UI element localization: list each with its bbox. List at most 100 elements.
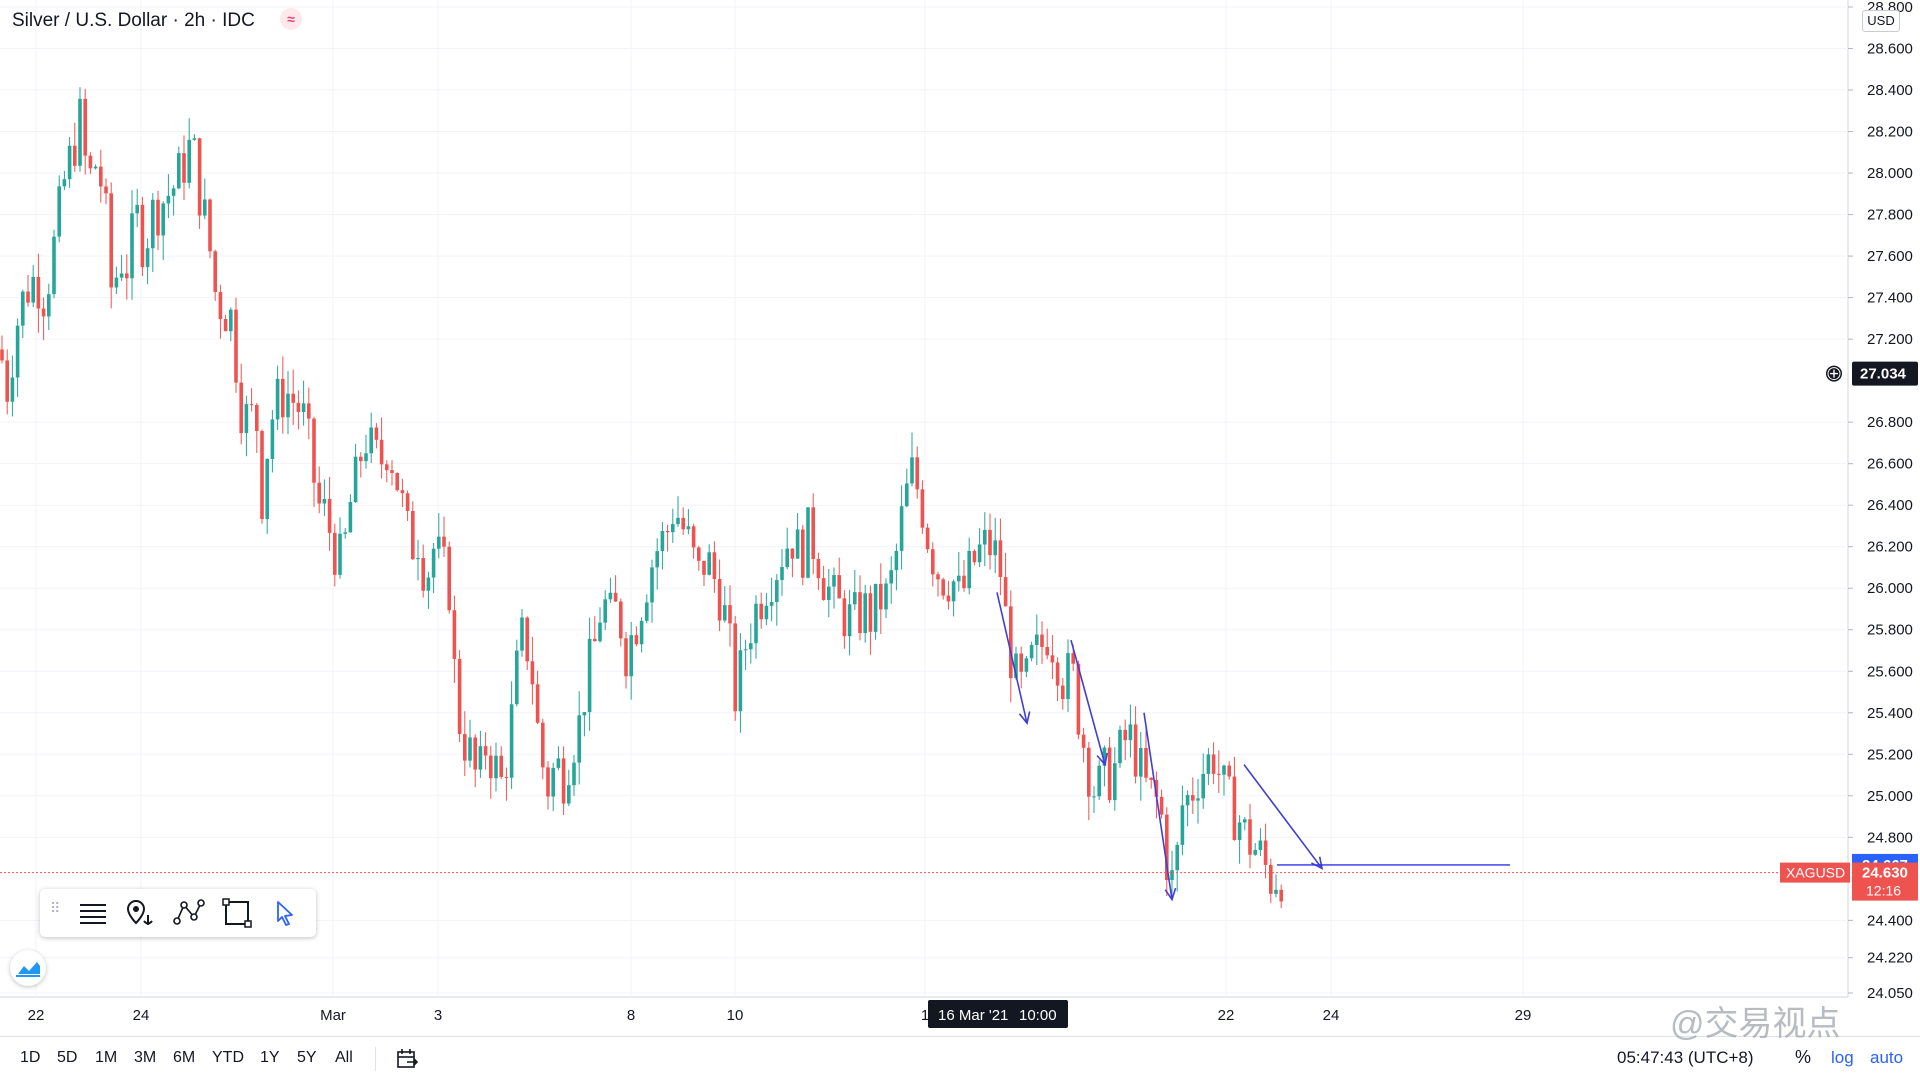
candle bbox=[437, 513, 441, 559]
cursor-icon[interactable] bbox=[268, 897, 302, 929]
go-to-date-icon[interactable] bbox=[395, 1047, 419, 1076]
candlestick-series bbox=[0, 87, 1283, 909]
candle bbox=[478, 730, 483, 778]
candle bbox=[541, 718, 545, 780]
crosshair-clock: 10:00 bbox=[1019, 1007, 1057, 1024]
price-axis[interactable]: 28.80028.60028.40028.20028.00027.80027.6… bbox=[1780, 0, 1918, 1002]
candle bbox=[1066, 639, 1070, 712]
range-1m-button[interactable]: 1M bbox=[95, 1049, 118, 1066]
tradingview-logo-icon[interactable] bbox=[10, 950, 46, 986]
market-status-icon[interactable]: ≈ bbox=[280, 8, 302, 30]
symbol-badge bbox=[1780, 862, 1850, 883]
candle bbox=[504, 767, 509, 801]
candle bbox=[1113, 747, 1117, 811]
candle bbox=[1211, 742, 1216, 785]
currency-button[interactable]: USD bbox=[1862, 10, 1900, 32]
time-axis[interactable]: 22 24 Mar 3 8 10 1 22 24 29 16 Mar '21 10:00 bbox=[28, 1000, 1532, 1028]
trend-arrow[interactable] bbox=[1143, 712, 1177, 902]
candle bbox=[125, 254, 129, 300]
trend-arrow[interactable] bbox=[1070, 639, 1108, 767]
candle bbox=[1196, 778, 1200, 824]
candle bbox=[639, 617, 644, 653]
candle bbox=[634, 626, 639, 647]
candle bbox=[47, 283, 51, 331]
candle bbox=[1040, 621, 1044, 664]
candle bbox=[161, 201, 165, 261]
candle bbox=[806, 506, 810, 579]
time-tick-label: 22 bbox=[28, 1007, 45, 1024]
candle bbox=[359, 452, 363, 478]
price-tick-label: 24.050 bbox=[1867, 985, 1913, 1002]
candle bbox=[520, 608, 524, 657]
candle bbox=[1217, 750, 1221, 793]
candle bbox=[327, 476, 332, 551]
price-tick-label: 28.600 bbox=[1867, 41, 1913, 58]
candle bbox=[322, 479, 327, 517]
candle bbox=[1139, 732, 1143, 801]
auto-scale-toggle[interactable]: auto bbox=[1870, 1048, 1904, 1067]
candle bbox=[15, 318, 20, 397]
candle bbox=[1123, 719, 1127, 761]
price-tick-label: 24.220 bbox=[1867, 950, 1913, 967]
time-tick-label: 10 bbox=[727, 1007, 744, 1024]
range-ytd-button[interactable]: YTD bbox=[212, 1049, 244, 1066]
candle bbox=[853, 569, 857, 611]
candle bbox=[348, 494, 353, 533]
timezone-clock[interactable]: 05:47:43 (UTC+8) bbox=[1617, 1048, 1754, 1067]
candle bbox=[790, 548, 795, 578]
candle bbox=[530, 636, 535, 705]
range-5y-button[interactable]: 5Y bbox=[297, 1049, 317, 1066]
candle bbox=[567, 769, 571, 807]
candle bbox=[379, 417, 384, 479]
candle bbox=[1097, 760, 1101, 800]
candle bbox=[899, 485, 904, 570]
candle bbox=[1128, 704, 1133, 758]
candle bbox=[905, 468, 909, 508]
time-tick-label: 3 bbox=[434, 1007, 442, 1024]
candle bbox=[83, 88, 87, 175]
candle bbox=[1248, 803, 1252, 869]
log-scale-toggle[interactable]: log bbox=[1831, 1048, 1854, 1067]
candle bbox=[234, 297, 238, 393]
candle bbox=[426, 571, 431, 609]
symbol-title[interactable]: Silver / U.S. Dollar · 2h · IDC bbox=[12, 10, 255, 31]
lines-icon[interactable] bbox=[76, 897, 110, 929]
candle bbox=[130, 190, 134, 300]
pin-anchor-icon[interactable] bbox=[124, 897, 158, 929]
candle bbox=[910, 432, 914, 487]
candle bbox=[1087, 742, 1091, 821]
price-tick-label: 26.400 bbox=[1867, 497, 1913, 514]
range-3m-button[interactable]: 3M bbox=[134, 1049, 157, 1066]
candle bbox=[920, 480, 925, 534]
candle bbox=[1107, 737, 1112, 803]
candle bbox=[145, 238, 150, 285]
candle bbox=[681, 507, 685, 535]
candle bbox=[473, 734, 477, 788]
range-all-button[interactable]: All bbox=[335, 1049, 353, 1066]
candle bbox=[551, 762, 555, 812]
range-5d-button[interactable]: 5D bbox=[57, 1049, 78, 1066]
pattern-icon[interactable] bbox=[172, 897, 206, 929]
range-1y-button[interactable]: 1Y bbox=[260, 1049, 280, 1066]
range-1d-button[interactable]: 1D bbox=[20, 1049, 41, 1066]
candle bbox=[26, 274, 30, 307]
candle bbox=[847, 589, 852, 656]
user-drawings[interactable] bbox=[996, 592, 1510, 902]
percent-scale-toggle[interactable]: % bbox=[1795, 1047, 1812, 1067]
candle bbox=[686, 509, 691, 535]
range-6m-button[interactable]: 6M bbox=[173, 1049, 196, 1066]
trend-arrow[interactable] bbox=[996, 592, 1031, 725]
price-tick-label: 28.200 bbox=[1867, 124, 1913, 141]
price-tick-label: 27.600 bbox=[1867, 248, 1913, 265]
candle bbox=[140, 196, 145, 277]
rectangle-icon[interactable] bbox=[220, 897, 254, 929]
price-tick-label: 25.400 bbox=[1867, 705, 1913, 722]
time-tick-label: 1 bbox=[921, 1007, 929, 1024]
candle bbox=[286, 371, 290, 435]
candle bbox=[104, 178, 108, 205]
candle bbox=[931, 542, 935, 587]
drag-handle-icon[interactable]: ⠿ bbox=[50, 900, 61, 916]
candle bbox=[764, 592, 769, 626]
candle bbox=[468, 719, 472, 768]
